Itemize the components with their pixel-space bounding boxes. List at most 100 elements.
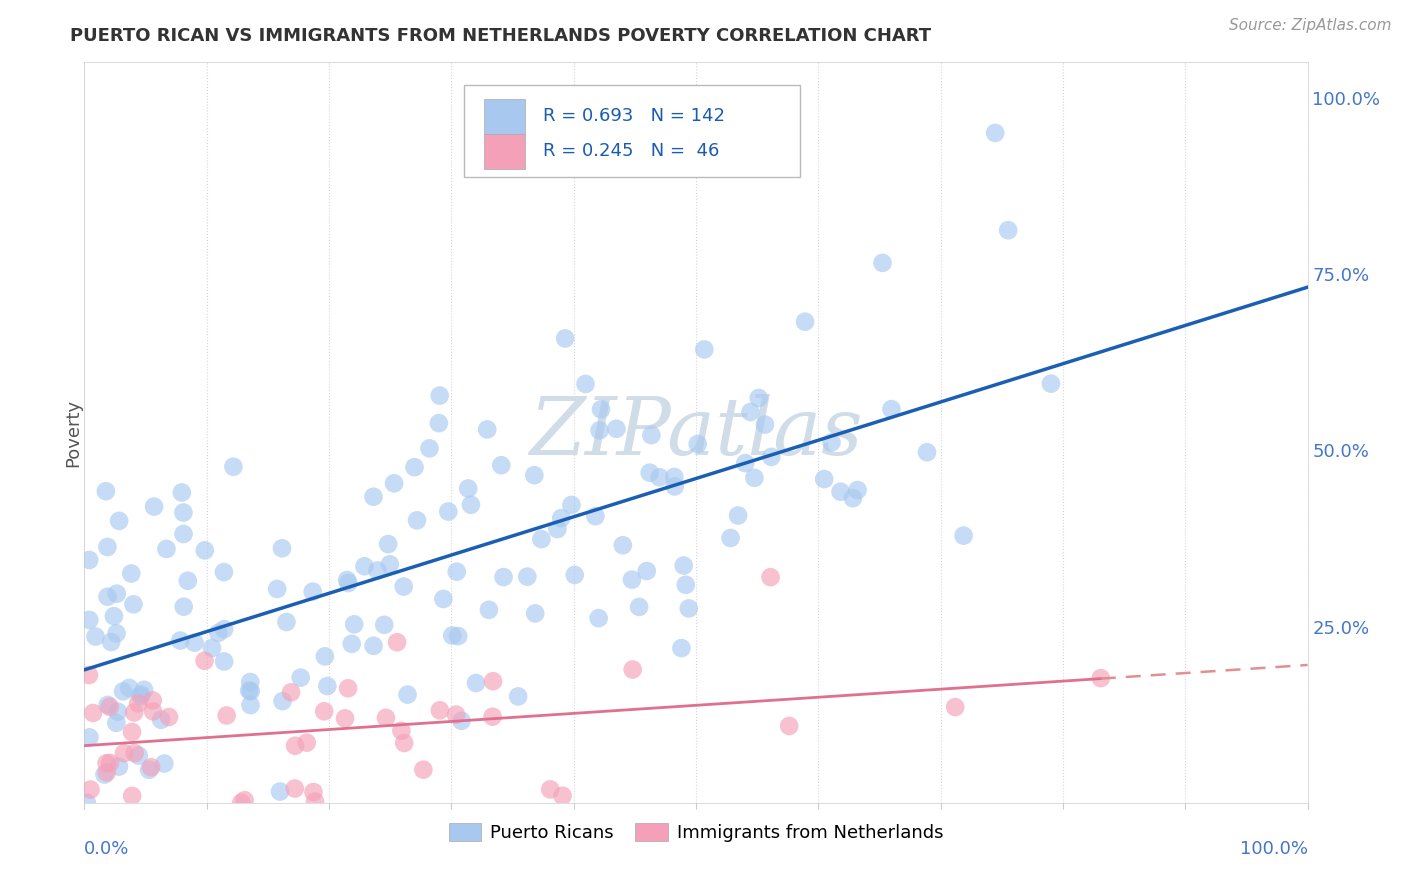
Point: [675, 578, 697, 592]
Point: [574, 376, 596, 391]
Point: [727, 508, 749, 523]
Text: R = 0.693   N = 142: R = 0.693 N = 142: [543, 108, 725, 126]
Point: [754, 417, 776, 432]
Point: [79, 731, 101, 745]
Point: [478, 603, 501, 617]
Point: [212, 565, 235, 579]
Point: [748, 391, 770, 405]
Point: [284, 781, 307, 796]
Point: [212, 622, 235, 636]
Point: [290, 671, 312, 685]
Point: [636, 564, 658, 578]
Point: [112, 746, 135, 760]
Point: [97, 590, 120, 604]
Point: [678, 601, 700, 615]
Point: [138, 763, 160, 777]
Point: [107, 705, 129, 719]
Point: [648, 470, 671, 484]
Point: [538, 782, 561, 797]
Point: [546, 522, 568, 536]
Point: [638, 466, 661, 480]
Point: [173, 599, 195, 614]
Point: [112, 684, 135, 698]
Point: [915, 445, 938, 459]
Point: [740, 405, 762, 419]
Point: [560, 498, 582, 512]
Point: [943, 700, 966, 714]
Text: Source: ZipAtlas.com: Source: ZipAtlas.com: [1229, 18, 1392, 33]
Point: [155, 541, 177, 556]
Text: PUERTO RICAN VS IMMIGRANTS FROM NETHERLANDS POVERTY CORRELATION CHART: PUERTO RICAN VS IMMIGRANTS FROM NETHERLA…: [70, 27, 931, 45]
Point: [374, 711, 396, 725]
Point: [314, 649, 336, 664]
Point: [231, 796, 253, 810]
Point: [429, 388, 451, 402]
Point: [446, 565, 468, 579]
Point: [93, 767, 115, 781]
Text: R = 0.245   N =  46: R = 0.245 N = 46: [543, 143, 720, 161]
Point: [412, 763, 434, 777]
Point: [744, 471, 766, 485]
Point: [76, 796, 98, 810]
Point: [392, 736, 415, 750]
Point: [284, 739, 307, 753]
Point: [382, 476, 405, 491]
Point: [366, 564, 388, 578]
Point: [952, 528, 974, 542]
Point: [491, 458, 513, 473]
Point: [759, 570, 782, 584]
Point: [477, 422, 499, 436]
Point: [177, 574, 200, 588]
Point: [880, 402, 903, 417]
Point: [96, 756, 118, 771]
Point: [378, 558, 401, 572]
Point: [215, 708, 238, 723]
Point: [363, 639, 385, 653]
Point: [266, 582, 288, 596]
Point: [373, 617, 395, 632]
Point: [343, 617, 366, 632]
Point: [142, 704, 165, 718]
Point: [212, 655, 235, 669]
Point: [172, 506, 194, 520]
Point: [481, 709, 503, 723]
Point: [269, 784, 291, 798]
Point: [239, 684, 262, 698]
Point: [872, 256, 894, 270]
Point: [444, 707, 467, 722]
Point: [671, 641, 693, 656]
Point: [336, 573, 359, 587]
Point: [314, 704, 336, 718]
Point: [105, 715, 128, 730]
Point: [523, 468, 546, 483]
Point: [142, 693, 165, 707]
Point: [201, 640, 224, 655]
Point: [239, 698, 262, 712]
Point: [150, 713, 173, 727]
Point: [122, 597, 145, 611]
Point: [406, 513, 429, 527]
Point: [432, 591, 454, 606]
Point: [418, 442, 440, 456]
Point: [465, 676, 488, 690]
Legend: Puerto Ricans, Immigrants from Netherlands: Puerto Ricans, Immigrants from Netherlan…: [441, 815, 950, 849]
Point: [301, 584, 323, 599]
Point: [564, 568, 586, 582]
Point: [640, 428, 662, 442]
Point: [734, 456, 756, 470]
Point: [720, 531, 742, 545]
Point: [103, 609, 125, 624]
Point: [508, 690, 530, 704]
Point: [222, 459, 245, 474]
Point: [304, 795, 326, 809]
Point: [143, 500, 166, 514]
Point: [194, 543, 217, 558]
Point: [392, 580, 415, 594]
Point: [686, 437, 709, 451]
Point: [121, 789, 143, 803]
FancyBboxPatch shape: [484, 134, 524, 169]
Point: [620, 573, 643, 587]
Point: [129, 690, 152, 704]
Point: [337, 681, 360, 696]
Point: [295, 736, 318, 750]
